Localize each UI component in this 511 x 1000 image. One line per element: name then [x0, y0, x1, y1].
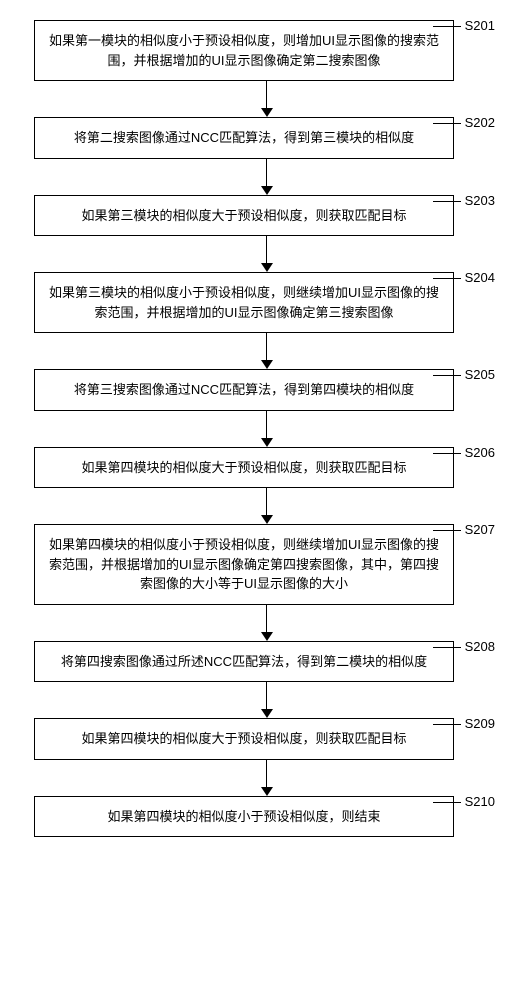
label-connector-line [433, 278, 461, 279]
step-box: 将第三搜索图像通过NCC匹配算法，得到第四模块的相似度 [34, 369, 454, 411]
step-box: 如果第三模块的相似度大于预设相似度，则获取匹配目标 [34, 195, 454, 237]
arrow-line [266, 682, 268, 709]
label-connector-line [433, 724, 461, 725]
label-connector-line [433, 26, 461, 27]
arrow-line [266, 605, 268, 632]
arrow-line [266, 488, 268, 515]
arrow-line [266, 81, 268, 108]
arrow-head-icon [261, 787, 273, 796]
flow-arrow [57, 760, 477, 796]
arrow-head-icon [261, 709, 273, 718]
arrow-head-icon [261, 108, 273, 117]
step-text: 如果第四模块的相似度小于预设相似度，则继续增加UI显示图像的搜索范围，并根据增加… [49, 535, 439, 594]
flowchart-step: 如果第四模块的相似度小于预设相似度，则结束 S210 [12, 796, 499, 838]
step-label: S207 [465, 522, 495, 537]
arrow-head-icon [261, 515, 273, 524]
step-text: 将第三搜索图像通过NCC匹配算法，得到第四模块的相似度 [74, 380, 414, 400]
arrow-line [266, 760, 268, 787]
step-box: 如果第四模块的相似度大于预设相似度，则获取匹配目标 [34, 718, 454, 760]
flowchart-step: 将第三搜索图像通过NCC匹配算法，得到第四模块的相似度 S205 [12, 369, 499, 411]
step-text: 如果第三模块的相似度大于预设相似度，则获取匹配目标 [81, 206, 406, 226]
flowchart-step: 如果第三模块的相似度大于预设相似度，则获取匹配目标 S203 [12, 195, 499, 237]
label-connector-line [433, 453, 461, 454]
step-box: 将第二搜索图像通过NCC匹配算法，得到第三模块的相似度 [34, 117, 454, 159]
flowchart-step: 如果第四模块的相似度小于预设相似度，则继续增加UI显示图像的搜索范围，并根据增加… [12, 524, 499, 605]
step-label: S210 [465, 794, 495, 809]
flow-arrow [57, 682, 477, 718]
label-connector-line [433, 802, 461, 803]
step-box: 如果第四模块的相似度小于预设相似度，则继续增加UI显示图像的搜索范围，并根据增加… [34, 524, 454, 605]
label-connector-line [433, 123, 461, 124]
step-box: 如果第四模块的相似度小于预设相似度，则结束 [34, 796, 454, 838]
step-label: S203 [465, 193, 495, 208]
step-label: S204 [465, 270, 495, 285]
arrow-line [266, 333, 268, 360]
label-connector-line [433, 647, 461, 648]
arrow-head-icon [261, 632, 273, 641]
flowchart-step: 将第四搜索图像通过所述NCC匹配算法，得到第二模块的相似度 S208 [12, 641, 499, 683]
step-text: 如果第四模块的相似度小于预设相似度，则结束 [107, 807, 380, 827]
step-label: S206 [465, 445, 495, 460]
step-box: 将第四搜索图像通过所述NCC匹配算法，得到第二模块的相似度 [34, 641, 454, 683]
flow-arrow [57, 236, 477, 272]
label-connector-line [433, 530, 461, 531]
step-text: 如果第三模块的相似度小于预设相似度，则继续增加UI显示图像的搜索范围，并根据增加… [49, 283, 439, 322]
step-label: S208 [465, 639, 495, 654]
step-text: 将第四搜索图像通过所述NCC匹配算法，得到第二模块的相似度 [61, 652, 427, 672]
arrow-line [266, 411, 268, 438]
label-connector-line [433, 201, 461, 202]
arrow-line [266, 236, 268, 263]
flow-arrow [57, 411, 477, 447]
step-label: S202 [465, 115, 495, 130]
step-box: 如果第四模块的相似度大于预设相似度，则获取匹配目标 [34, 447, 454, 489]
arrow-head-icon [261, 360, 273, 369]
flow-arrow [57, 159, 477, 195]
flowchart-container: 如果第一模块的相似度小于预设相似度，则增加UI显示图像的搜索范围，并根据增加的U… [12, 20, 499, 837]
flowchart-step: 将第二搜索图像通过NCC匹配算法，得到第三模块的相似度 S202 [12, 117, 499, 159]
arrow-head-icon [261, 263, 273, 272]
flow-arrow [57, 81, 477, 117]
flow-arrow [57, 333, 477, 369]
arrow-line [266, 159, 268, 186]
step-text: 如果第四模块的相似度大于预设相似度，则获取匹配目标 [81, 729, 406, 749]
step-label: S205 [465, 367, 495, 382]
flow-arrow [57, 488, 477, 524]
step-label: S201 [465, 18, 495, 33]
flowchart-step: 如果第三模块的相似度小于预设相似度，则继续增加UI显示图像的搜索范围，并根据增加… [12, 272, 499, 333]
step-text: 如果第一模块的相似度小于预设相似度，则增加UI显示图像的搜索范围，并根据增加的U… [49, 31, 439, 70]
step-box: 如果第三模块的相似度小于预设相似度，则继续增加UI显示图像的搜索范围，并根据增加… [34, 272, 454, 333]
label-connector-line [433, 375, 461, 376]
flowchart-step: 如果第四模块的相似度大于预设相似度，则获取匹配目标 S209 [12, 718, 499, 760]
flowchart-step: 如果第四模块的相似度大于预设相似度，则获取匹配目标 S206 [12, 447, 499, 489]
step-box: 如果第一模块的相似度小于预设相似度，则增加UI显示图像的搜索范围，并根据增加的U… [34, 20, 454, 81]
flow-arrow [57, 605, 477, 641]
flowchart-step: 如果第一模块的相似度小于预设相似度，则增加UI显示图像的搜索范围，并根据增加的U… [12, 20, 499, 81]
arrow-head-icon [261, 438, 273, 447]
arrow-head-icon [261, 186, 273, 195]
step-text: 如果第四模块的相似度大于预设相似度，则获取匹配目标 [81, 458, 406, 478]
step-label: S209 [465, 716, 495, 731]
step-text: 将第二搜索图像通过NCC匹配算法，得到第三模块的相似度 [74, 128, 414, 148]
